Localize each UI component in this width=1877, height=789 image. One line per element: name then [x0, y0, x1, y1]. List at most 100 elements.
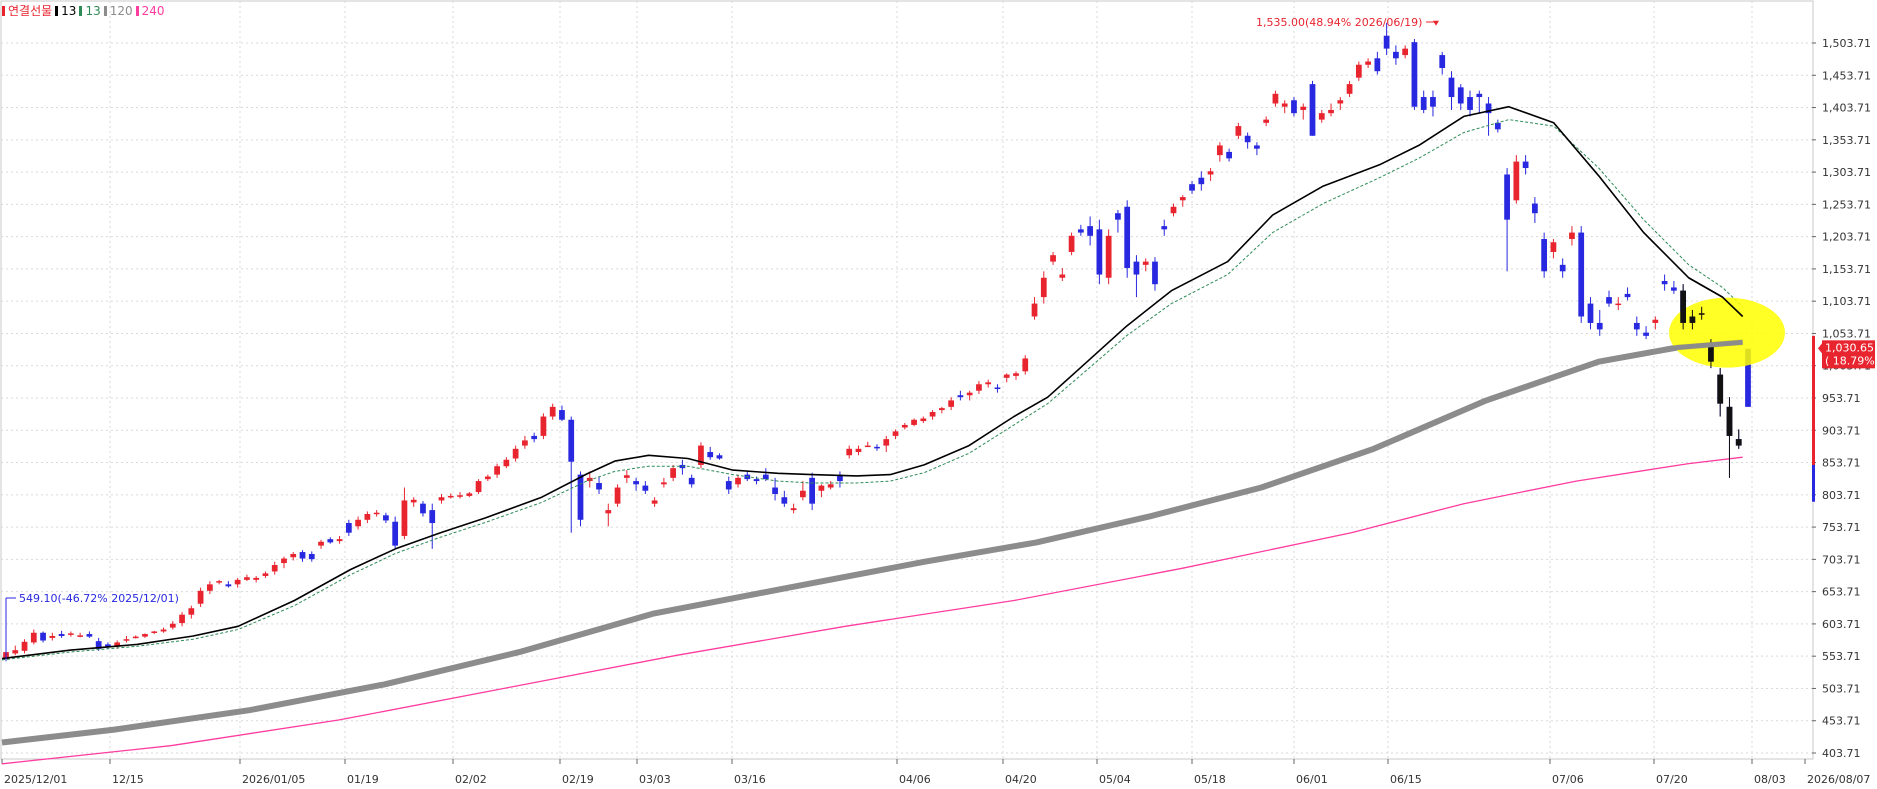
candle-body: [123, 639, 130, 641]
candle-body: [86, 634, 93, 637]
x-tick-label: 06/01: [1296, 773, 1328, 786]
legend-swatch: [135, 6, 139, 16]
candle-body: [966, 392, 973, 396]
x-tick-label: 03/16: [734, 773, 766, 786]
candle-body: [95, 641, 102, 649]
candle-body: [1300, 106, 1307, 110]
candle-body: [901, 424, 908, 428]
candle-body: [651, 500, 658, 504]
candle-body: [308, 554, 315, 560]
candle-body: [1309, 84, 1316, 136]
candle-body: [837, 474, 843, 482]
candle-body: [30, 632, 37, 643]
candle-body: [494, 466, 500, 475]
candle-body: [1411, 42, 1418, 107]
x-tick-label: 01/19: [347, 773, 379, 786]
candle-body: [1272, 93, 1279, 104]
range-bar-down: [1812, 464, 1815, 502]
legend-label: 120: [109, 4, 133, 18]
candle-body: [1179, 197, 1186, 201]
candle-body: [716, 455, 723, 459]
candle-body: [994, 387, 1001, 389]
current-price-label: 1,030.65: [1825, 341, 1874, 354]
candle-body: [1393, 51, 1399, 59]
candle-body: [1105, 235, 1112, 278]
candle-body: [1365, 61, 1371, 65]
candle-body: [1578, 232, 1585, 317]
candle-body: [1550, 242, 1557, 252]
candle-body: [559, 410, 565, 420]
ma120-line: [1598, 339, 1743, 365]
current-price-pointer: [1818, 343, 1822, 354]
candle-body: [1587, 303, 1594, 323]
y-tick-label: 1,203.71: [1822, 231, 1871, 244]
candle-body: [1652, 319, 1659, 323]
candle-body: [985, 382, 992, 385]
candle-body: [957, 395, 964, 398]
ma240-line: [1, 456, 1743, 765]
candle-body: [892, 431, 899, 436]
candle-body: [1569, 232, 1575, 240]
candle-body: [1254, 145, 1260, 149]
range-bar-up: [1812, 335, 1815, 498]
candle-body: [475, 481, 482, 493]
chart-legend: 연결선물 13 13 120 240: [2, 2, 168, 19]
candle-body: [1717, 374, 1724, 404]
candle-body: [225, 584, 232, 587]
candle-body: [1152, 261, 1158, 285]
candle-body: [1726, 406, 1733, 436]
candle-body: [503, 459, 510, 467]
y-tick-label: 1,353.71: [1822, 134, 1871, 147]
candle-body: [1624, 293, 1631, 298]
candle-body: [1216, 145, 1223, 156]
y-tick-label: 903.71: [1822, 424, 1861, 437]
candle-body: [1226, 151, 1232, 159]
y-tick-label: 403.71: [1822, 747, 1861, 760]
candle-body: [262, 573, 269, 576]
x-tick-label: 04/20: [1005, 773, 1037, 786]
candle-body: [855, 448, 862, 453]
ma120-line: [1, 339, 1743, 746]
y-tick-label: 853.71: [1822, 457, 1861, 470]
candle-body: [623, 475, 630, 478]
candle-body: [512, 448, 519, 459]
y-tick-label: 1,103.71: [1822, 295, 1871, 308]
candle-body: [1263, 119, 1270, 123]
candle-body: [271, 564, 278, 572]
candle-body: [1513, 161, 1520, 201]
candle-body: [577, 474, 584, 520]
y-tick-label: 553.71: [1822, 650, 1861, 663]
candle-body: [1124, 206, 1131, 269]
candle-body: [1096, 229, 1103, 275]
candle-body: [1633, 322, 1640, 330]
x-tick-label: 08/03: [1754, 773, 1786, 786]
candle-body: [874, 446, 880, 449]
candle-body: [920, 418, 927, 422]
candle-body: [1448, 77, 1455, 98]
candle-body: [735, 477, 741, 485]
candle-body: [132, 636, 139, 639]
candle-body: [188, 608, 195, 615]
candle-body: [1494, 122, 1501, 130]
candle-body: [605, 510, 612, 514]
legend-label: 13: [85, 4, 101, 18]
candle-body: [1596, 322, 1603, 330]
candle-body: [179, 614, 185, 624]
candle-body: [1235, 126, 1242, 136]
candle-body: [614, 487, 621, 504]
candle-body: [1680, 290, 1687, 323]
candle-body: [1244, 135, 1251, 143]
candle-body: [549, 406, 556, 417]
y-tick-label: 1,453.71: [1822, 69, 1871, 82]
y-tick-label: 1,053.71: [1822, 327, 1871, 340]
candle-body: [864, 445, 871, 448]
candle-body: [1142, 261, 1149, 265]
candle-body: [818, 485, 825, 491]
candle-body: [336, 539, 343, 542]
candle-body: [1670, 287, 1677, 291]
candle-body: [114, 642, 121, 646]
candle-body: [1059, 274, 1066, 278]
candle-body: [1077, 229, 1084, 233]
candle-body: [1689, 316, 1696, 323]
legend-swatch: [2, 6, 5, 16]
